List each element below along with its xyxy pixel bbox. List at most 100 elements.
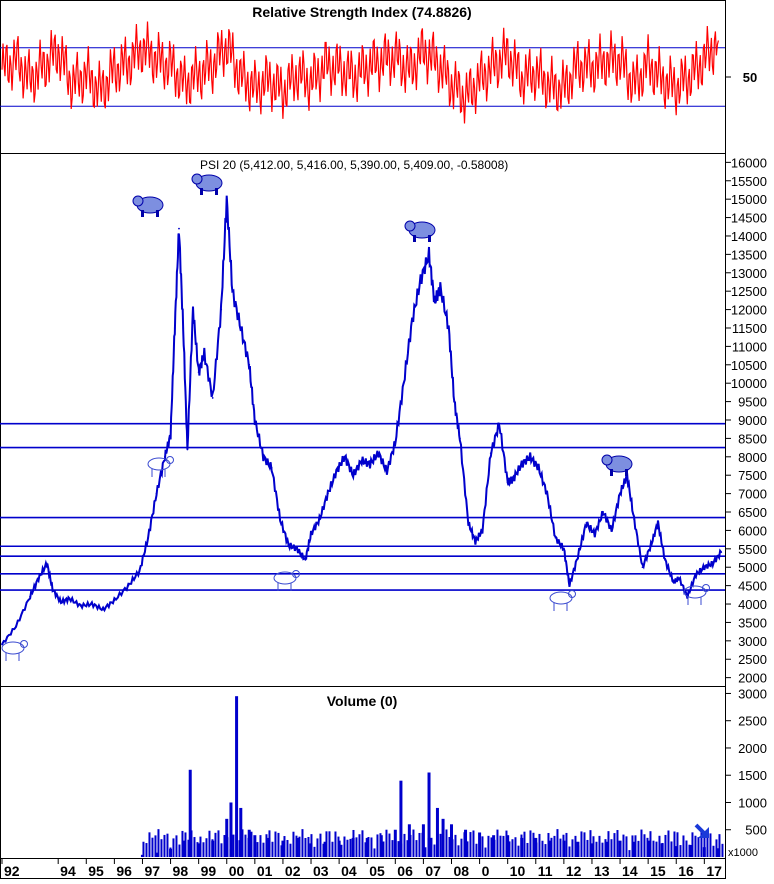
volume-bar <box>289 843 292 857</box>
x-tick-label: 07 <box>425 863 441 879</box>
price-point <box>529 455 532 458</box>
volume-tick-label: 1500 <box>738 768 767 783</box>
price-point <box>633 518 636 521</box>
volume-bar <box>517 845 520 857</box>
price-point <box>231 290 234 293</box>
price-tick-label: 11000 <box>732 339 767 354</box>
volume-bar <box>226 837 229 857</box>
bull-icon <box>147 456 174 477</box>
volume-bar <box>319 833 322 857</box>
volume-bar <box>586 839 589 857</box>
volume-bar <box>523 831 526 857</box>
volume-bar <box>598 835 601 857</box>
volume-bar <box>409 834 412 857</box>
price-point <box>147 536 149 539</box>
price-tick-label: 2000 <box>738 671 767 686</box>
volume-bar <box>604 839 607 857</box>
volume-bar <box>373 848 376 857</box>
volume-bar <box>646 837 649 857</box>
x-tick-label: 02 <box>285 863 301 879</box>
price-point <box>489 452 492 455</box>
price-tick-label: 13000 <box>731 266 767 281</box>
volume-bar <box>493 839 496 857</box>
volume-bar <box>433 844 436 857</box>
volume-bar <box>235 834 238 857</box>
volume-bar <box>298 836 301 857</box>
price-tick-label: 2500 <box>738 652 767 667</box>
x-tick-label: 12 <box>566 863 582 879</box>
volume-bar <box>349 838 352 857</box>
volume-bar <box>283 836 286 857</box>
price-point <box>703 566 706 569</box>
price-point <box>453 400 456 403</box>
volume-bar <box>274 831 277 857</box>
volume-bar <box>199 836 202 857</box>
volume-bar <box>706 836 709 857</box>
volume-bar <box>548 840 552 857</box>
volume-bar <box>436 831 439 857</box>
volume-bar <box>271 841 274 857</box>
price-point <box>169 433 172 436</box>
volume-bar <box>490 837 493 857</box>
volume-bar <box>424 847 427 857</box>
volume-bar <box>163 834 166 857</box>
volume-bar <box>679 845 682 857</box>
volume-bar <box>280 845 283 857</box>
volume-bar <box>487 835 490 857</box>
price-tick-label: 16000 <box>731 155 767 170</box>
volume-bar <box>187 839 190 857</box>
volume-title: Volume (0) <box>327 693 398 709</box>
volume-bar <box>559 838 562 857</box>
volume-bar <box>649 831 652 857</box>
volume-bar <box>241 829 244 857</box>
price-tick-label: 10000 <box>731 376 767 391</box>
volume-bar <box>148 832 151 857</box>
price-point <box>377 452 380 455</box>
price-tick-label: 5500 <box>738 542 767 557</box>
price-tick-label: 15500 <box>731 174 767 189</box>
price-point <box>428 253 430 256</box>
volume-bar <box>514 837 517 857</box>
volume-bar <box>592 836 595 857</box>
volume-bar <box>541 840 544 857</box>
volume-bar <box>391 840 394 857</box>
volume-bar <box>334 831 337 857</box>
volume-bar <box>223 835 226 857</box>
volume-bar <box>700 829 703 857</box>
price-point <box>657 522 659 524</box>
price-point <box>186 448 189 451</box>
volume-bar <box>664 834 667 857</box>
volume-bar <box>441 818 445 857</box>
volume-bar <box>184 832 187 857</box>
volume-bar <box>574 835 577 857</box>
volume-bar <box>412 829 415 857</box>
volume-bar <box>658 835 661 857</box>
price-tick-label: 4500 <box>738 579 767 594</box>
price-point <box>537 466 540 469</box>
volume-bar <box>407 824 411 857</box>
price-point <box>60 601 62 604</box>
price-point <box>68 597 71 600</box>
volume-bar <box>445 829 448 857</box>
x-tick-label: 01 <box>257 863 273 879</box>
volume-bar <box>376 834 379 857</box>
price-point <box>610 529 613 532</box>
volume-bar <box>346 839 349 857</box>
price-point <box>619 492 621 495</box>
volume-bar <box>220 843 223 857</box>
price-point <box>369 463 371 466</box>
price-point <box>279 518 282 521</box>
bear-icon <box>191 173 223 195</box>
volume-bar <box>475 843 478 857</box>
volume-bar <box>610 839 613 857</box>
bear-icon <box>601 454 633 476</box>
volume-bar <box>262 842 265 857</box>
price-layer: 2000 2500 3000 3500 4000 4500 5000 5500 6000 6500… <box>0 155 767 686</box>
volume-bar <box>553 835 556 857</box>
volume-bar <box>253 841 256 857</box>
price-point <box>203 352 206 355</box>
volume-bar <box>364 842 367 857</box>
x-tick-label: 15 <box>650 863 666 879</box>
volume-bar <box>715 839 718 857</box>
x-tick-label: 14 <box>622 863 638 879</box>
